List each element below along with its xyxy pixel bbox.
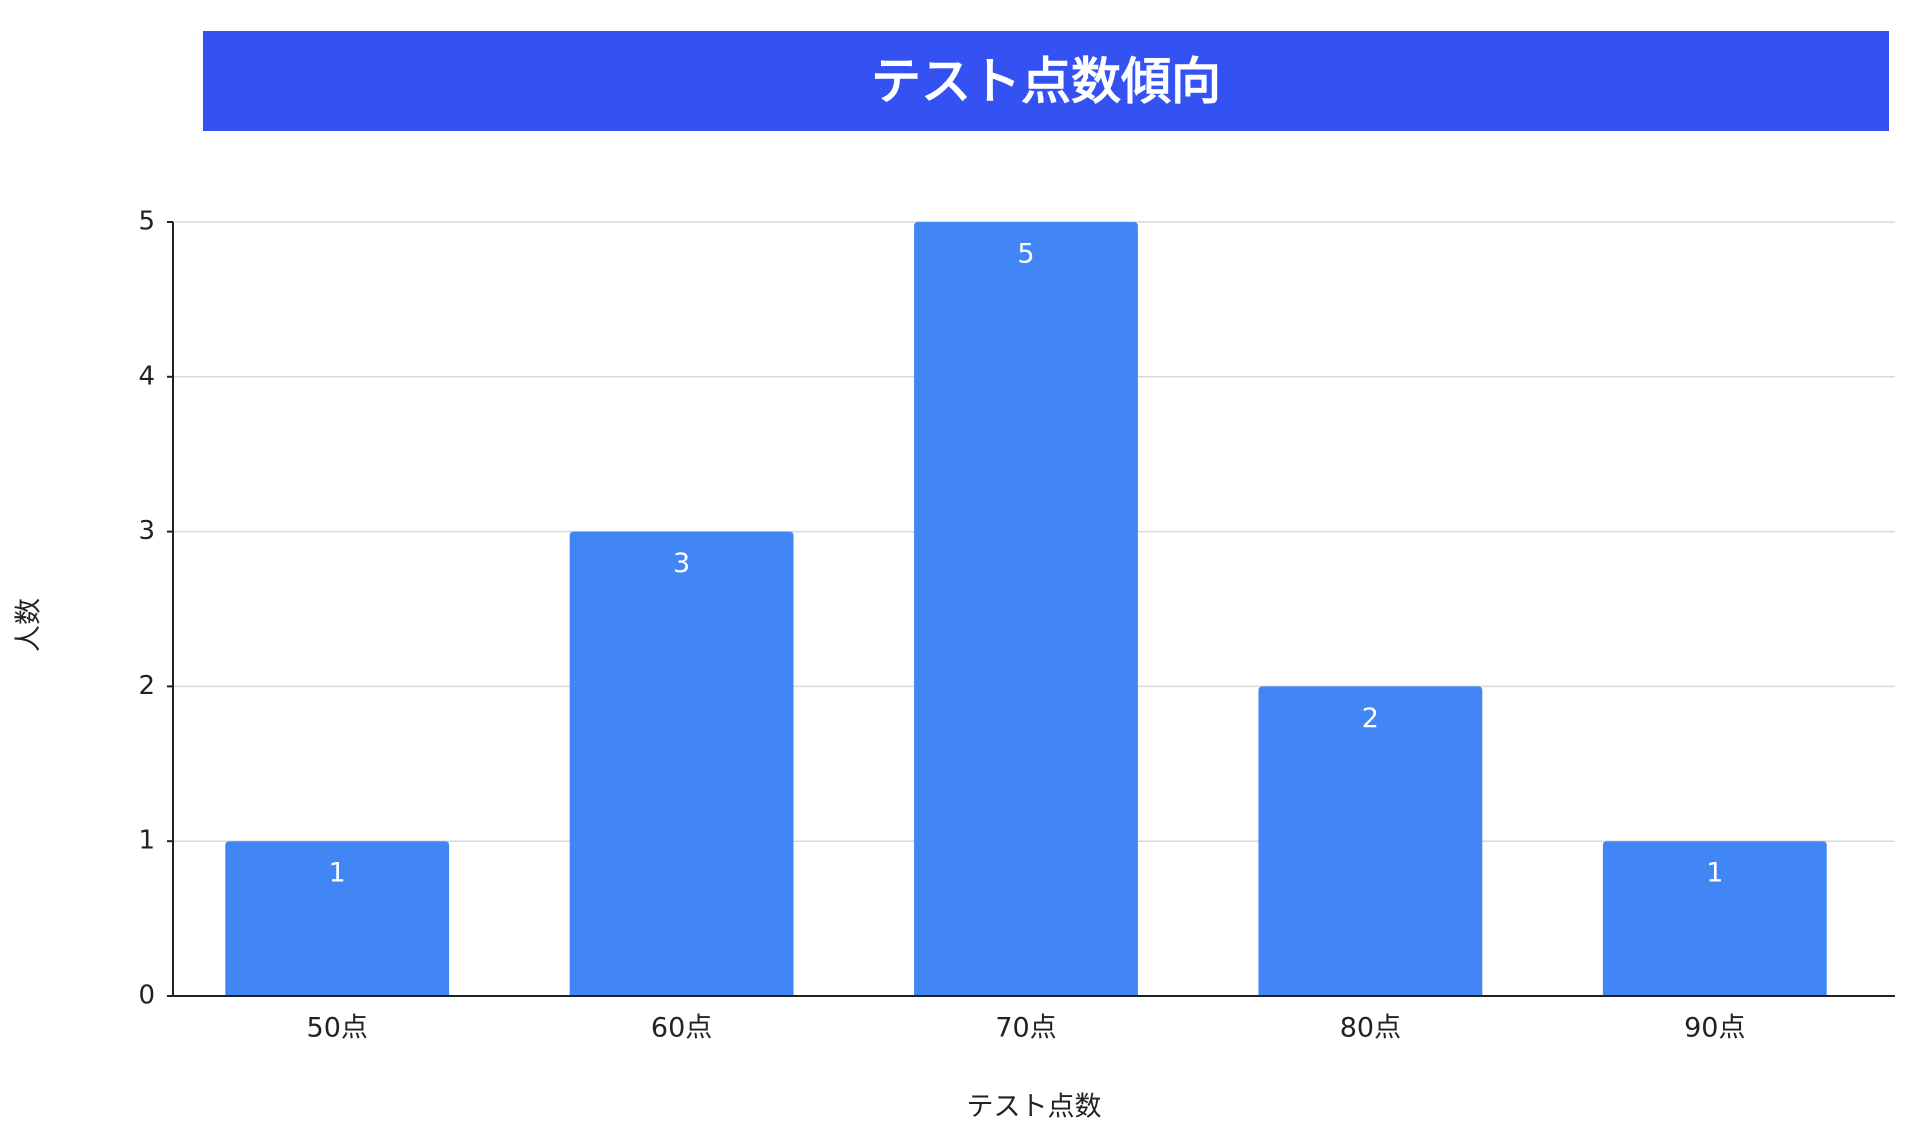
chart-title: テスト点数傾向 xyxy=(871,53,1221,111)
bar-value-label: 3 xyxy=(673,548,690,579)
y-tick-label: 1 xyxy=(138,826,155,856)
y-tick-label: 3 xyxy=(138,516,155,546)
y-tick-label: 4 xyxy=(138,361,155,391)
y-tick-label: 2 xyxy=(138,671,155,701)
bar-value-label: 5 xyxy=(1017,239,1034,270)
x-tick-label: 50点 xyxy=(307,1013,368,1044)
bar-value-label: 1 xyxy=(1706,858,1723,889)
y-axis-title: 人数 xyxy=(14,598,45,652)
bar xyxy=(1602,841,1827,996)
bar-labels: 1 3 5 2 1 xyxy=(329,239,1724,889)
y-tick-label: 5 xyxy=(138,207,155,237)
x-axis-title: テスト点数 xyxy=(967,1092,1102,1123)
bar-value-label: 2 xyxy=(1362,703,1379,734)
bar xyxy=(225,841,450,996)
bars xyxy=(225,222,1827,996)
bar xyxy=(914,222,1138,996)
y-tick-label: 0 xyxy=(138,981,155,1011)
title-band xyxy=(203,31,1889,131)
x-axis-ticks: 50点 60点 70点 80点 90点 xyxy=(307,1013,1746,1044)
bar xyxy=(569,531,794,996)
x-tick-label: 60点 xyxy=(651,1013,712,1044)
x-tick-label: 80点 xyxy=(1340,1013,1401,1044)
bar xyxy=(1258,686,1483,996)
x-tick-label: 90点 xyxy=(1684,1013,1745,1044)
x-tick-label: 70点 xyxy=(995,1013,1056,1044)
y-axis-ticks: 0 1 2 3 4 5 xyxy=(138,207,173,1011)
bar-value-label: 1 xyxy=(329,858,346,889)
